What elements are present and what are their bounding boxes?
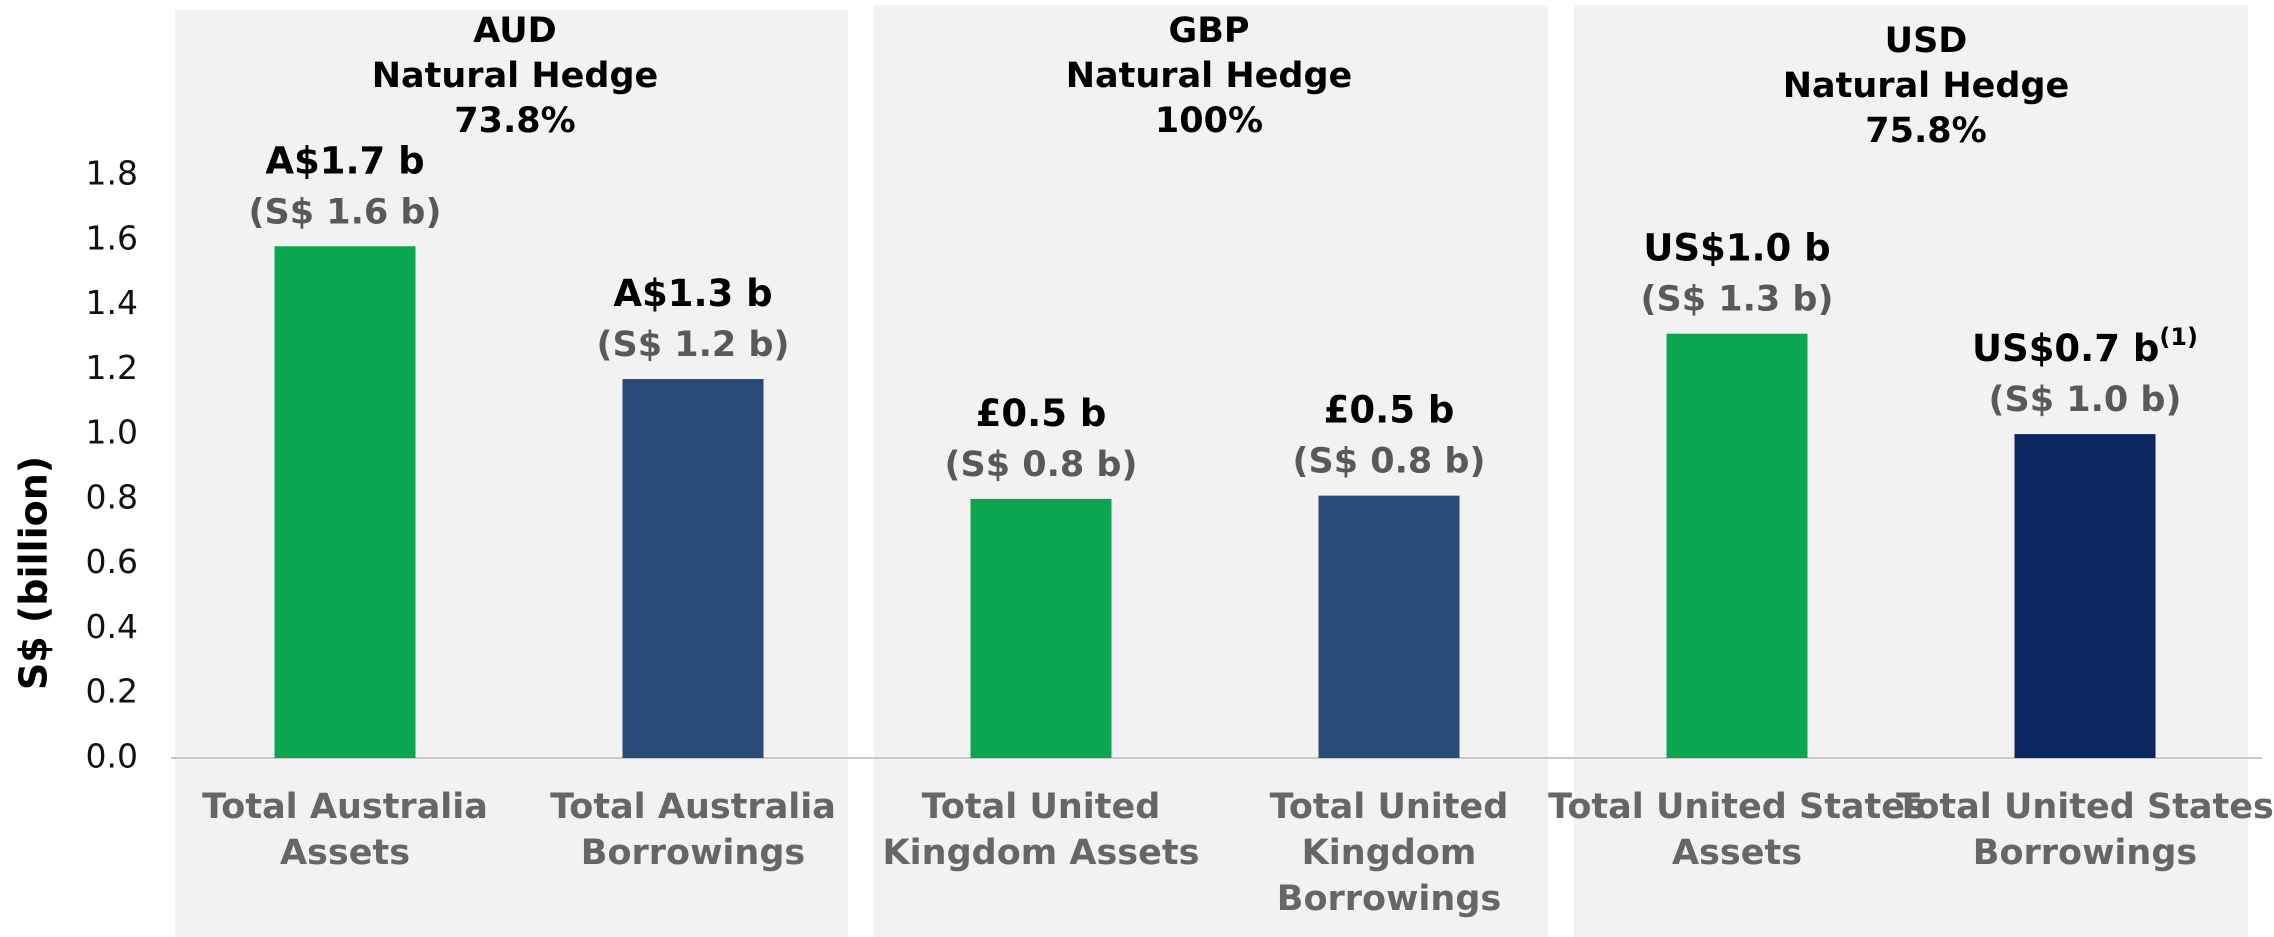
- x-tick-label: Total Australia: [550, 787, 836, 827]
- x-tick-label: Assets: [280, 833, 410, 873]
- x-tick-label: Total Australia: [202, 787, 488, 827]
- bar: [274, 246, 416, 758]
- y-tick-label: 0.8: [86, 477, 138, 516]
- value-label: (S$ 1.2 b): [597, 325, 790, 365]
- y-tick-label: 0.4: [86, 607, 138, 646]
- group-title: Natural Hedge: [1066, 56, 1353, 96]
- group-title: 73.8%: [454, 101, 575, 141]
- currency-label: A$1.7 b: [265, 139, 424, 182]
- y-tick-label: 1.0: [86, 413, 138, 452]
- y-tick-label: 1.6: [86, 218, 138, 257]
- bar: [1318, 495, 1460, 758]
- currency-label-text: US$0.7 b: [1972, 327, 2159, 370]
- y-tick-label: 1.2: [86, 348, 138, 387]
- footnote-mark: (1): [2159, 323, 2198, 351]
- x-tick-label: Borrowings: [1277, 879, 1501, 919]
- bar: [2014, 434, 2156, 758]
- currency-label-text: £0.5 b: [1324, 388, 1455, 431]
- group-title: GBP: [1168, 11, 1249, 51]
- x-tick-label: Kingdom: [1302, 833, 1477, 873]
- x-tick-label: Borrowings: [1973, 833, 2197, 873]
- currency-label: £0.5 b: [976, 391, 1107, 434]
- currency-label-text: A$1.3 b: [613, 272, 772, 315]
- currency-label-text: £0.5 b: [976, 391, 1107, 434]
- x-tick-label: Assets: [1672, 833, 1802, 873]
- group-title: AUD: [473, 11, 556, 51]
- y-tick-label: 1.4: [86, 283, 138, 322]
- bar: [622, 379, 764, 758]
- value-label: (S$ 0.8 b): [1293, 442, 1486, 482]
- y-tick-label: 0.2: [86, 672, 138, 711]
- group-title: 100%: [1155, 101, 1263, 141]
- bar: [970, 498, 1112, 758]
- x-tick-label: Total United: [922, 787, 1161, 827]
- currency-label: £0.5 b: [1324, 388, 1455, 431]
- x-tick-label: Total United: [1270, 787, 1509, 827]
- currency-label: US$0.7 b(1): [1972, 323, 2198, 370]
- value-label: (S$ 1.3 b): [1641, 280, 1834, 320]
- y-tick-label: 0.0: [86, 737, 138, 776]
- group-title: Natural Hedge: [1783, 66, 2070, 106]
- currency-label: US$1.0 b: [1643, 226, 1830, 269]
- x-tick-label: Kingdom Assets: [883, 833, 1200, 873]
- x-tick-label: Total United States: [1548, 787, 1926, 827]
- x-tick-label: Total United States: [1896, 787, 2274, 827]
- currency-label-text: A$1.7 b: [265, 139, 424, 182]
- group-title: 75.8%: [1865, 111, 1986, 151]
- currency-label: A$1.3 b: [613, 272, 772, 315]
- y-axis-title: S$ (billion): [12, 456, 56, 690]
- currency-label-text: US$1.0 b: [1643, 226, 1830, 269]
- value-label: (S$ 0.8 b): [945, 445, 1138, 485]
- group-title: Natural Hedge: [372, 56, 659, 96]
- y-tick-label: 1.8: [86, 154, 138, 193]
- group-title: USD: [1885, 21, 1968, 61]
- bar: [1666, 333, 1808, 758]
- panel: [874, 5, 1548, 937]
- x-tick-label: Borrowings: [581, 833, 805, 873]
- value-label: (S$ 1.6 b): [249, 192, 442, 232]
- y-tick-label: 0.6: [86, 542, 138, 581]
- value-label: (S$ 1.0 b): [1989, 380, 2182, 420]
